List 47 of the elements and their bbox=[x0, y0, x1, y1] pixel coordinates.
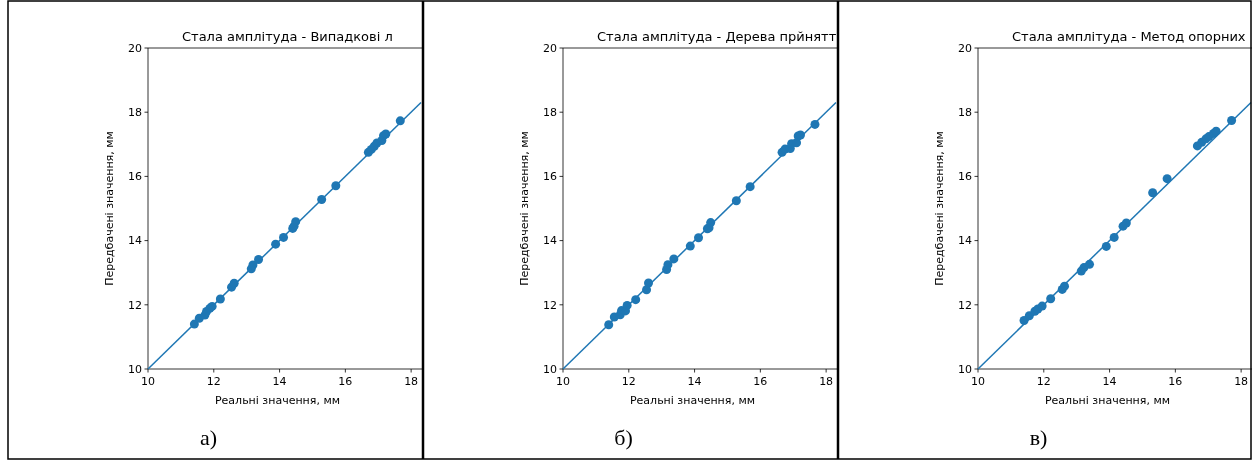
y-tick-label: 14 bbox=[128, 234, 142, 248]
y-tick-label: 18 bbox=[958, 106, 972, 120]
x-tick-label: 14 bbox=[1102, 375, 1117, 388]
point bbox=[1162, 174, 1172, 184]
x-tick-label: 10 bbox=[971, 375, 985, 388]
y-tick-label: 16 bbox=[958, 170, 972, 184]
x-tick-label: 12 bbox=[1036, 375, 1051, 388]
y-tick-label: 16 bbox=[128, 170, 142, 184]
text: в) bbox=[1029, 425, 1048, 450]
x-tick-label: 18 bbox=[404, 375, 419, 388]
x-axis-title: Реальні значення, мм bbox=[629, 394, 756, 407]
y-tick-label: 14 bbox=[958, 234, 972, 248]
y-tick-label: 12 bbox=[128, 298, 142, 312]
y-tick-label: 10 bbox=[543, 362, 557, 376]
y-tick-label: 20 bbox=[958, 41, 972, 55]
x-tick-label: 16 bbox=[1168, 375, 1183, 388]
y-tick-label: 18 bbox=[543, 106, 557, 120]
x-tick-label: 12 bbox=[206, 375, 221, 388]
y-tick-label: 12 bbox=[543, 298, 557, 312]
x-tick-label: 14 bbox=[272, 375, 287, 388]
x-tick-label: 18 bbox=[1234, 375, 1249, 388]
y-tick-label: 10 bbox=[128, 362, 142, 376]
y-tick-label: 14 bbox=[543, 234, 557, 248]
chart-title: Стала амплітуда - Метод опорних bbox=[1012, 29, 1246, 44]
y-tick-label: 18 bbox=[128, 106, 142, 120]
y-tick-label: 12 bbox=[958, 298, 972, 312]
x-tick-label: 18 bbox=[819, 375, 834, 388]
y-tick-label: 20 bbox=[128, 41, 142, 55]
x-tick-label: 16 bbox=[338, 375, 353, 388]
y-axis-title: Передбачені значення, мм bbox=[518, 131, 531, 286]
x-axis-title: Реальні значення, мм bbox=[214, 394, 341, 407]
x-tick-label: 16 bbox=[753, 375, 768, 388]
point bbox=[1148, 188, 1158, 198]
x-tick-label: 14 bbox=[687, 375, 702, 388]
y-tick-label: 20 bbox=[543, 41, 557, 55]
y-axis-title: Передбачені значення, мм bbox=[103, 131, 116, 286]
y-axis-title: Передбачені значення, мм bbox=[933, 131, 946, 286]
chart-title: Стала амплітуда - Дерева прйнятт bbox=[597, 29, 837, 44]
x-tick-label: 12 bbox=[621, 375, 636, 388]
text: а) bbox=[199, 425, 218, 450]
x-axis-title: Реальні значення, мм bbox=[1044, 394, 1171, 407]
x-tick-label: 10 bbox=[141, 375, 155, 388]
x-tick-label: 10 bbox=[556, 375, 570, 388]
y-tick-label: 10 bbox=[958, 362, 972, 376]
chart-title: Стала амплітуда - Випадкові л bbox=[182, 29, 393, 44]
text: б) bbox=[614, 425, 633, 450]
y-tick-label: 16 bbox=[543, 170, 557, 184]
